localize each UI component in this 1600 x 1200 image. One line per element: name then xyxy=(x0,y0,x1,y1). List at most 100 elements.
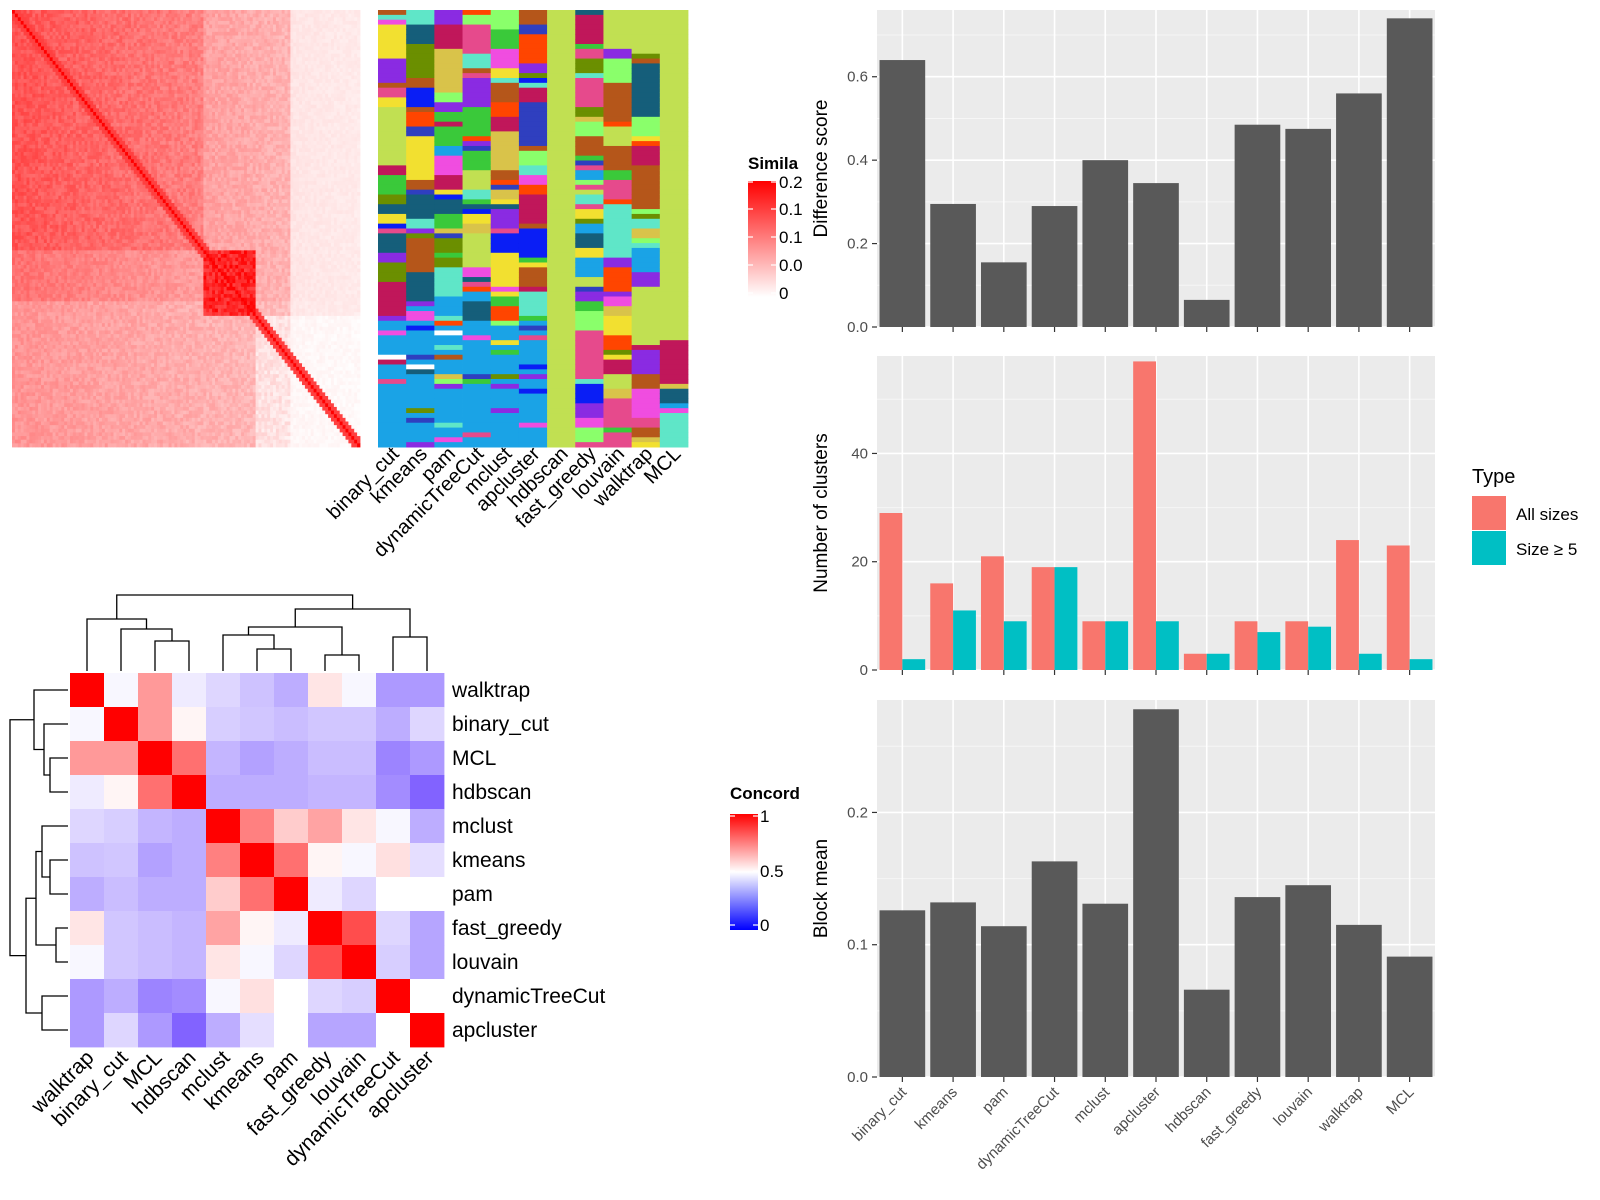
similarity-cell xyxy=(35,155,39,160)
similarity-cell xyxy=(145,93,149,98)
similarity-cell xyxy=(342,97,346,102)
similarity-cell xyxy=(200,79,204,84)
similarity-cell xyxy=(87,39,91,44)
similarity-cell xyxy=(357,152,361,157)
similarity-cell xyxy=(81,79,85,84)
similarity-cell xyxy=(186,10,190,15)
similarity-cell xyxy=(38,148,42,153)
similarity-cell xyxy=(331,119,335,124)
similarity-cell xyxy=(110,108,114,113)
similarity-cell xyxy=(275,101,280,106)
similarity-cell xyxy=(99,10,103,15)
similarity-cell xyxy=(322,50,326,55)
similarity-cell xyxy=(299,42,303,47)
similarity-cell xyxy=(278,104,283,109)
similarity-cell xyxy=(220,141,225,146)
similarity-cell xyxy=(46,122,51,127)
similarity-cell xyxy=(235,130,239,135)
similarity-cell xyxy=(165,50,169,55)
similarity-cell xyxy=(110,75,114,80)
similarity-cell xyxy=(328,111,332,117)
similarity-cell xyxy=(313,141,317,146)
similarity-cell xyxy=(328,50,332,55)
similarity-cell xyxy=(110,86,114,91)
similarity-cell xyxy=(151,31,155,36)
similarity-cell xyxy=(235,53,239,58)
similarity-cell xyxy=(75,148,80,153)
similarity-cell xyxy=(87,57,91,62)
similarity-cell xyxy=(296,137,300,142)
similarity-cell xyxy=(278,115,283,120)
similarity-cell xyxy=(206,101,210,106)
similarity-cell xyxy=(110,104,114,109)
similarity-cell xyxy=(61,137,65,142)
similarity-cell xyxy=(14,60,19,66)
similarity-cell xyxy=(244,75,248,80)
similarity-cell xyxy=(351,17,355,22)
similarity-cell xyxy=(241,79,245,84)
similarity-cell xyxy=(151,71,155,76)
similarity-cell xyxy=(220,122,225,127)
similarity-cell xyxy=(70,119,74,124)
similarity-cell xyxy=(232,111,236,117)
similarity-cell xyxy=(342,155,346,160)
similarity-cell xyxy=(90,50,94,55)
similarity-cell xyxy=(93,24,97,29)
similarity-cell xyxy=(180,50,184,55)
similarity-cell xyxy=(287,119,291,124)
similarity-cell xyxy=(32,68,36,73)
similarity-cell xyxy=(142,115,146,120)
similarity-cell xyxy=(177,75,181,80)
similarity-cell xyxy=(249,68,254,73)
similarity-cell xyxy=(43,24,48,29)
similarity-cell xyxy=(310,46,314,51)
similarity-cell xyxy=(223,119,227,124)
similarity-cell xyxy=(52,148,56,153)
similarity-cell xyxy=(165,90,169,95)
similarity-cell xyxy=(81,20,85,25)
similarity-cell xyxy=(162,159,167,164)
similarity-cell xyxy=(325,90,329,95)
similarity-cell xyxy=(322,126,326,131)
similarity-cell xyxy=(180,82,184,87)
similarity-cell xyxy=(264,57,268,62)
similarity-cell xyxy=(43,144,48,149)
similarity-cell xyxy=(325,79,329,84)
similarity-cell xyxy=(174,46,178,51)
similarity-cell xyxy=(125,57,129,62)
similarity-cell xyxy=(348,101,352,106)
similarity-cell xyxy=(325,152,329,157)
similarity-cell xyxy=(351,68,355,73)
similarity-cell xyxy=(84,130,88,135)
similarity-cell xyxy=(87,122,91,127)
similarity-cell xyxy=(209,130,213,135)
similarity-cell xyxy=(336,90,341,95)
similarity-cell xyxy=(336,28,341,33)
similarity-cell xyxy=(325,86,329,91)
similarity-cell xyxy=(313,71,317,76)
similarity-cell xyxy=(290,42,294,47)
similarity-cell xyxy=(26,159,30,164)
similarity-cell xyxy=(119,137,123,142)
similarity-cell xyxy=(331,68,335,73)
similarity-cell xyxy=(130,137,135,142)
similarity-cell xyxy=(12,10,16,15)
similarity-cell xyxy=(325,115,329,120)
similarity-cell xyxy=(188,10,193,15)
similarity-cell xyxy=(296,60,300,66)
similarity-cell xyxy=(264,68,268,73)
similarity-cell xyxy=(107,90,111,95)
similarity-cell xyxy=(41,141,45,146)
similarity-cell xyxy=(284,148,288,153)
similarity-cell xyxy=(357,155,361,160)
similarity-cell xyxy=(38,93,42,98)
similarity-cell xyxy=(348,28,352,33)
similarity-cell xyxy=(206,122,210,127)
similarity-cell xyxy=(84,64,88,69)
similarity-cell xyxy=(93,144,97,149)
similarity-cell xyxy=(299,133,303,138)
similarity-cell xyxy=(183,130,187,135)
similarity-cell xyxy=(14,108,19,113)
similarity-cell xyxy=(70,144,74,149)
similarity-cell xyxy=(99,86,103,91)
